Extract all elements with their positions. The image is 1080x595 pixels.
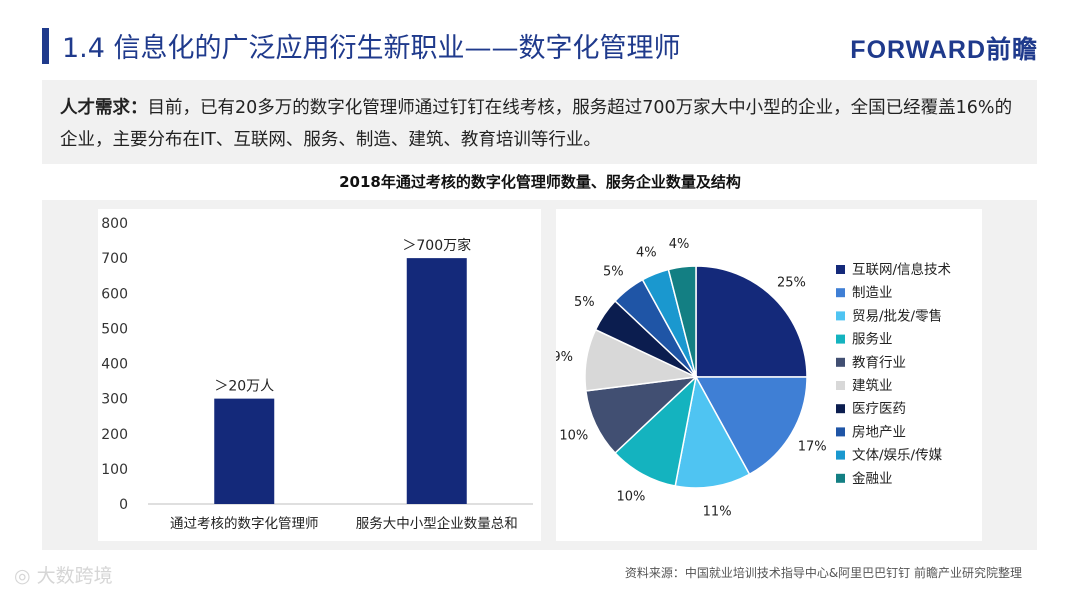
legend-swatch (836, 357, 845, 367)
y-tick-label: 400 (101, 357, 128, 373)
legend-label: 制造业 (852, 285, 893, 301)
intro-label: 人才需求： (60, 98, 148, 118)
bar-chart-panel: 0 100 200 300 400 500 600 700 800 ＞20万人通过考核的数字化管理… (98, 209, 541, 541)
pie-value-label: 17% (798, 440, 827, 455)
intro-body: 目前，已有20多万的数字化管理师通过钉钉在线考核，服务超过700万家大中小型的企… (60, 98, 1013, 150)
source-note: 资料来源：中国就业培训技术指导中心&阿里巴巴钉钉 前瞻产业研究院整理 (624, 566, 1022, 580)
legend-label: 金融业 (852, 471, 893, 487)
legend-label: 医疗医药 (852, 401, 906, 417)
legend-label: 互联网/信息技术 (852, 261, 951, 278)
legend-label: 文体/娱乐/传媒 (852, 448, 943, 464)
pie-slice (694, 376, 808, 476)
intro-text: 人才需求：目前，已有20多万的数字化管理师通过钉钉在线考核，服务超过700万家大… (60, 92, 1020, 156)
legend-swatch (836, 381, 845, 390)
pie-value-label: 9% (556, 350, 573, 365)
pie-value-label: 25% (777, 276, 806, 291)
legend-swatch (836, 404, 845, 414)
bar (214, 398, 275, 504)
x-category-label: 服务大中小型企业数量总和 (356, 515, 518, 532)
legend-swatch (836, 311, 845, 321)
y-tick-label: 600 (101, 286, 128, 302)
watermark-text: 大数跨境 (36, 565, 113, 587)
chart-title: 2018年通过考核的数字化管理师数量、服务企业数量及结构 (339, 173, 741, 191)
y-tick-label: 500 (101, 321, 128, 337)
intro-box (42, 80, 1037, 164)
pie-value-label: 10% (559, 428, 588, 443)
y-tick-label: 700 (101, 251, 128, 267)
pie-value-label: 11% (703, 504, 732, 519)
legend-swatch (836, 473, 845, 483)
watermark-icon: ◎ (14, 565, 31, 587)
pie-chart-panel: 25% 17% 11% 10% 10% 9% 5% 5% 4% 4% 互联网/信息技术 制造业贸易/批… (552, 209, 982, 541)
pie-slice (674, 374, 751, 489)
legend-label: 教育行业 (852, 355, 906, 371)
legend-label: 服务业 (852, 332, 893, 348)
watermark: ◎ 大数跨境 (14, 561, 113, 588)
y-tick-label: 800 (101, 216, 128, 232)
pie-value-label: 5% (574, 295, 595, 310)
pie-slice (667, 265, 697, 378)
legend-swatch (836, 450, 845, 460)
pie-value-label: 5% (603, 264, 624, 279)
y-tick-label: 200 (101, 427, 128, 443)
brand-logo: FORWARD前瞻 (850, 36, 1038, 64)
legend-swatch (836, 334, 845, 344)
page-title: 1.4 信息化的广泛应用衍生新职业——数字化管理师 (62, 33, 681, 64)
pie-slice (695, 265, 808, 378)
bar-data-label: ＞700万家 (402, 237, 471, 254)
pie-value-label: 4% (669, 237, 690, 252)
legend-label: 贸易/批发/零售 (852, 308, 942, 324)
pie-value-label: 4% (636, 245, 657, 260)
bar (406, 258, 467, 504)
pie-value-label: 10% (617, 489, 646, 504)
legend-swatch (836, 265, 845, 274)
x-category-label: 通过考核的数字化管理师 (170, 516, 319, 532)
y-tick-label: 0 (119, 497, 128, 513)
legend-label: 建筑业 (852, 378, 893, 394)
title-accent-bar (42, 28, 49, 64)
legend-label: 房地产业 (852, 424, 906, 440)
legend-swatch (836, 427, 845, 437)
bar-chart: 0 100 200 300 400 500 600 700 800 ＞20万人通过考核的数字化管理… (101, 216, 533, 532)
legend-swatch (836, 288, 845, 298)
y-tick-label: 100 (101, 462, 128, 478)
pie-chart: 25% 17% 11% 10% 10% 9% 5% 5% 4% 4% 互联网/信息技术制造业贸易/批… (552, 237, 951, 519)
bar-data-label: ＞20万人 (214, 379, 274, 395)
y-tick-label: 300 (101, 392, 128, 408)
